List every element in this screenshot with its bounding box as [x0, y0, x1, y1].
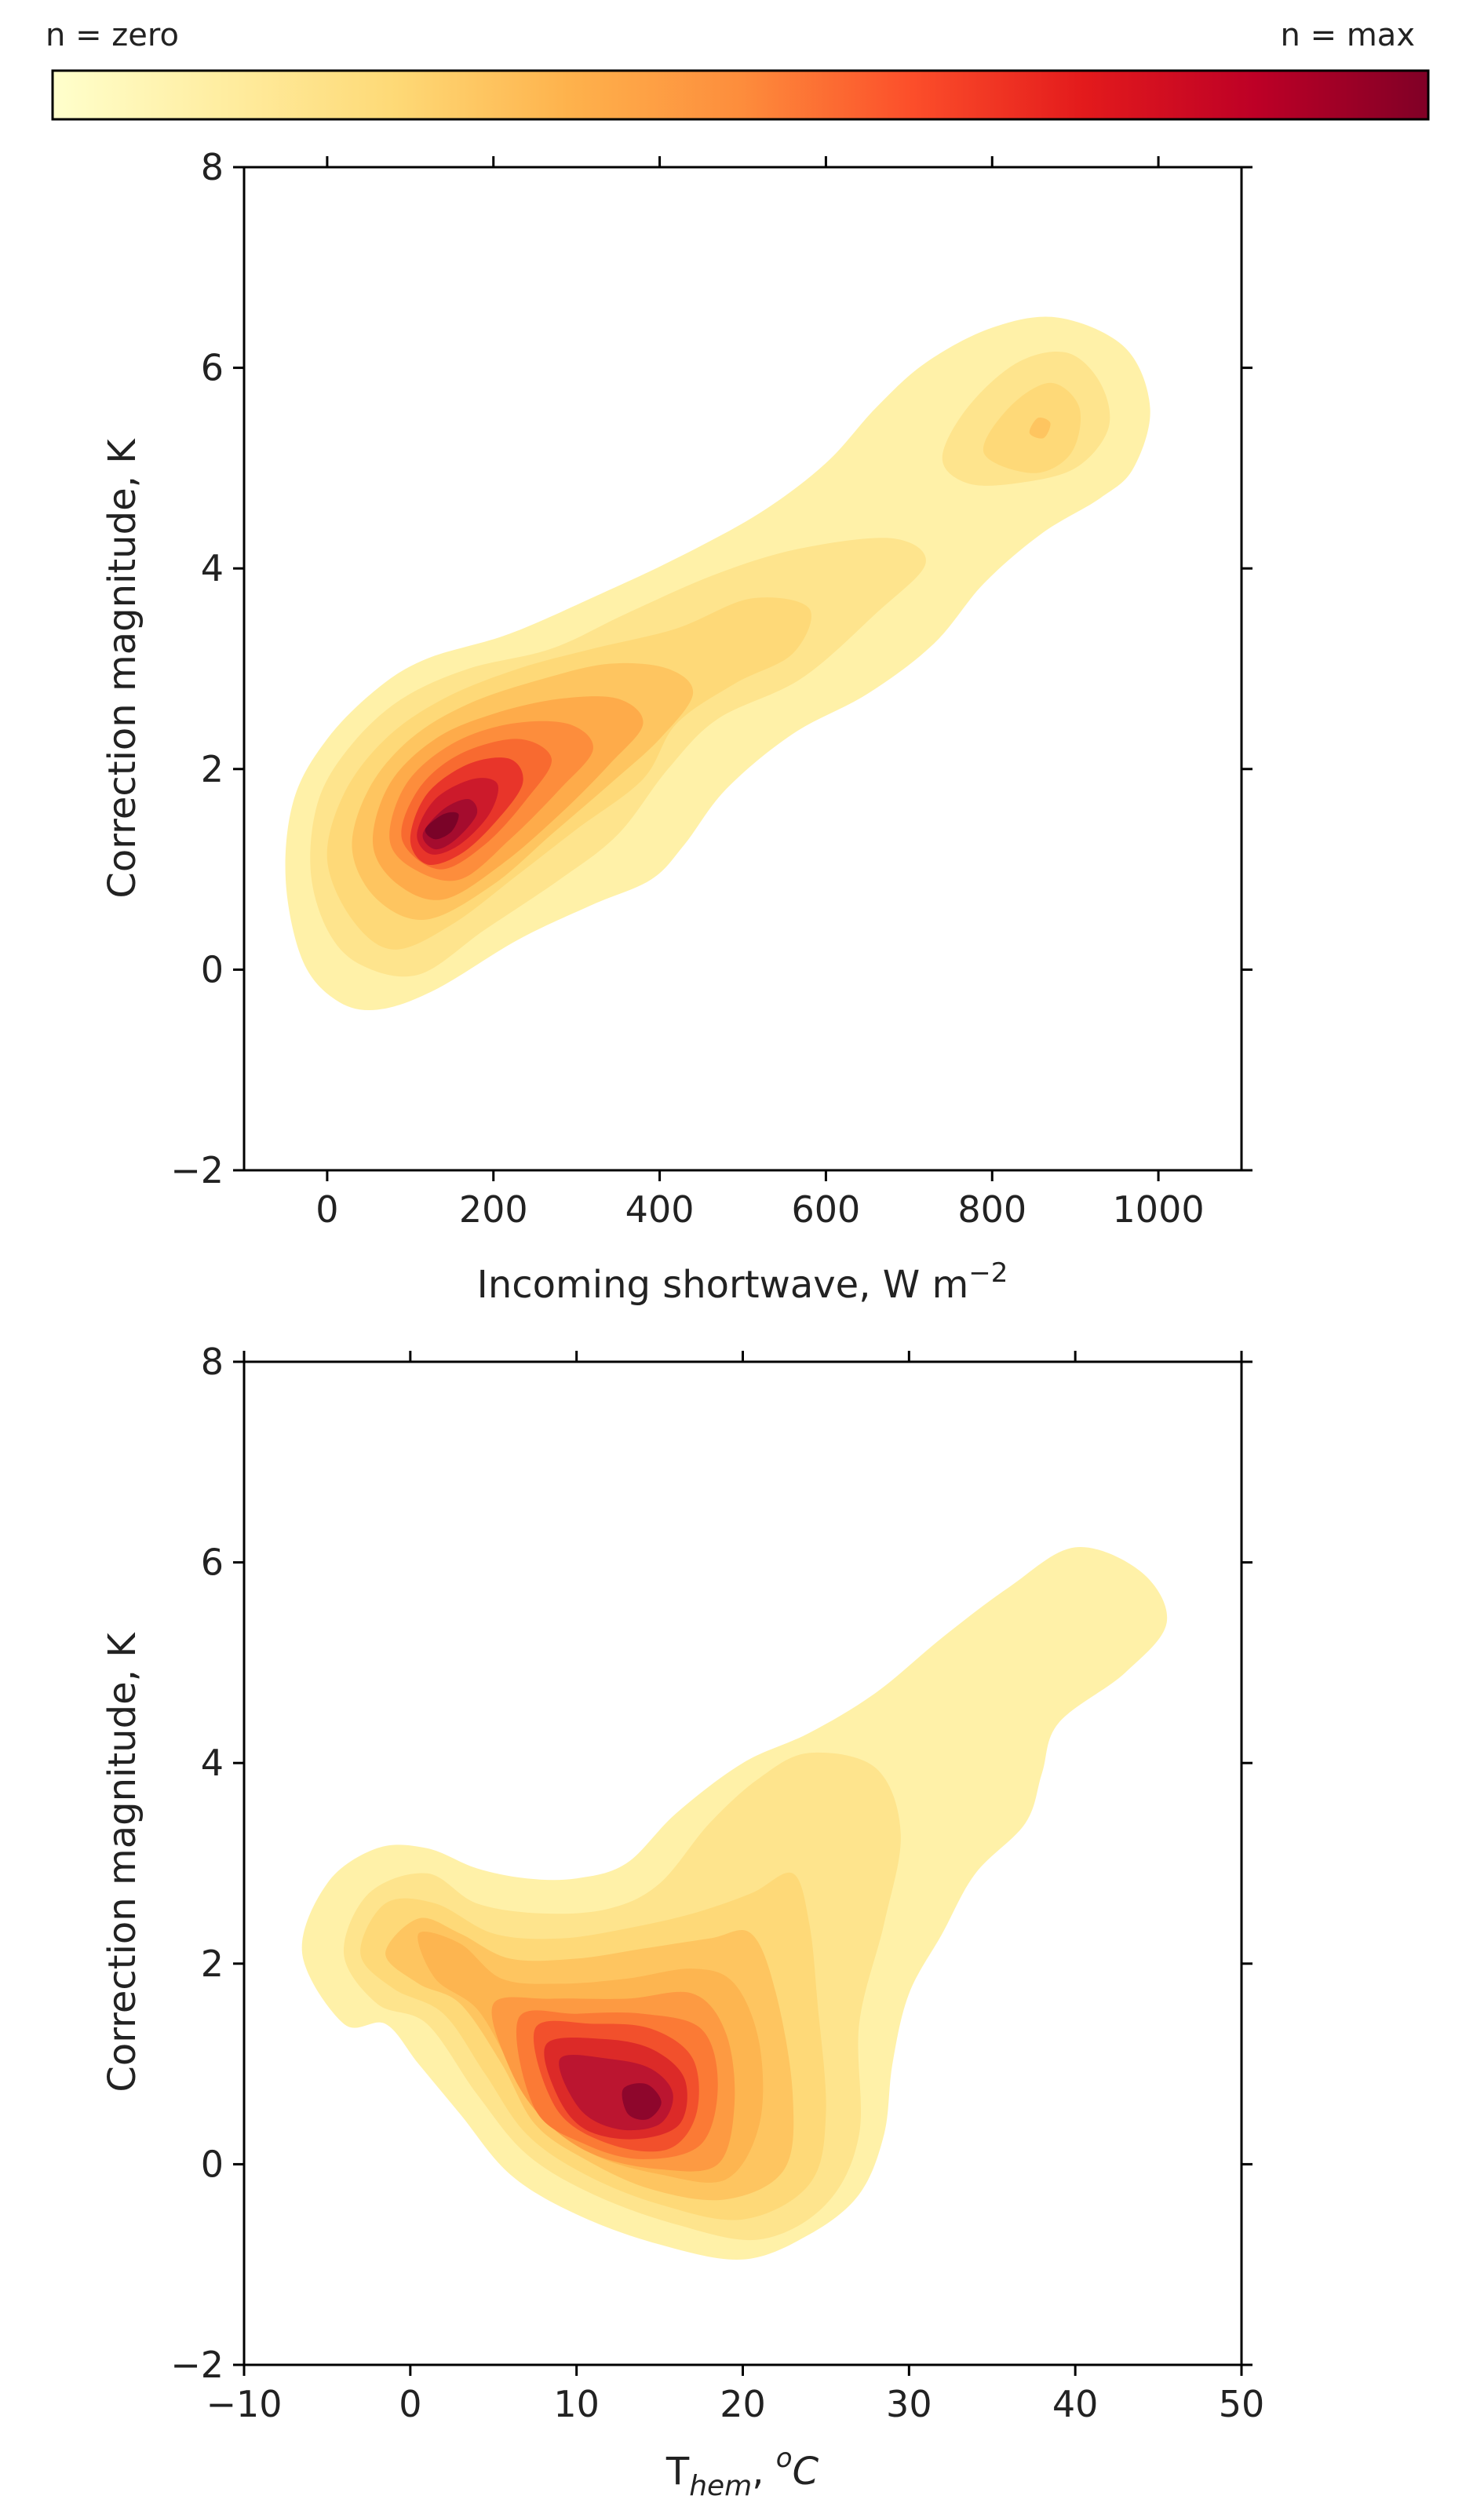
colorbar: n = zero n = max	[46, 17, 1430, 121]
shortwave-x-tick-label-3: 600	[792, 1188, 861, 1231]
temperature-y-tick-label-2: 2	[201, 1943, 224, 1985]
temperature-contours	[301, 1547, 1168, 2260]
temperature-x-axis-label-separator: ,	[752, 2450, 776, 2494]
temperature-x-tick-label-4: 30	[886, 2383, 932, 2425]
shortwave-y-tick-label-4: 6	[201, 347, 224, 389]
temperature-y-axis-label: Correction magnitude, K	[100, 1632, 144, 2093]
temperature-y-tick-label-3: 4	[201, 1742, 224, 1784]
temperature-y-tick-label-4: 6	[201, 1542, 224, 1584]
temperature-x-tick-label-2: 10	[553, 2383, 600, 2425]
shortwave-y-tick-label-5: 8	[201, 146, 224, 188]
temperature-y-tick-label-1: 0	[201, 2143, 224, 2185]
shortwave-density-chart: 0 200 400 600 800 1000 −2 0 2 4 6 8 Correction magn…	[100, 146, 1252, 1307]
shortwave-y-tick-label-3: 4	[201, 547, 224, 589]
shortwave-y-tick-label-2: 2	[201, 748, 224, 790]
temperature-y-tick-label-0: −2	[170, 2344, 224, 2386]
temperature-x-axis-label-subscript: hem	[689, 2470, 752, 2502]
shortwave-x-tick-label-0: 0	[315, 1188, 338, 1231]
temperature-x-tick-label-0: −10	[206, 2383, 282, 2425]
temperature-density-chart: −10 0 10 20 30 40 50 −2 0 2 4 6 8 Correction magnitu…	[100, 1341, 1264, 2502]
temperature-x-axis-label-unit: C	[793, 2450, 819, 2494]
temperature-x-tick-label-3: 20	[720, 2383, 766, 2425]
shortwave-density-level-11-region-13	[425, 812, 459, 840]
temperature-x-axis-label-degree: o	[776, 2443, 793, 2474]
temperature-y-tick-label-5: 8	[201, 1341, 224, 1383]
shortwave-y-axis-label: Correction magnitude, K	[100, 438, 144, 899]
colorbar-gradient-bar	[51, 69, 1430, 121]
shortwave-plot-frame	[242, 166, 1243, 1172]
shortwave-x-tick-label-4: 800	[957, 1188, 1026, 1231]
temperature-x-tick-label-6: 50	[1219, 2383, 1265, 2425]
shortwave-x-tick-label-5: 1000	[1113, 1188, 1205, 1231]
shortwave-density-level-4-region-6	[1029, 417, 1051, 439]
temperature-x-axis-label: Them, oC	[665, 2443, 819, 2502]
shortwave-x-axis-label-main: Incoming shortwave, W m	[477, 1263, 969, 1307]
shortwave-ticks: 0 200 400 600 800 1000 −2 0 2 4 6 8	[170, 146, 1252, 1231]
shortwave-x-axis-label-exponent: −2	[968, 1257, 1008, 1289]
temperature-density-level-11-region-10	[622, 2083, 662, 2120]
shortwave-y-tick-label-1: 0	[201, 948, 224, 991]
colorbar-min-label: n = zero	[46, 17, 179, 53]
temperature-x-tick-label-1: 0	[399, 2383, 421, 2425]
shortwave-x-tick-label-2: 400	[625, 1188, 695, 1231]
temperature-x-tick-label-5: 40	[1052, 2383, 1099, 2425]
shortwave-x-axis-label: Incoming shortwave, W m−2	[477, 1257, 1008, 1307]
shortwave-y-tick-label-0: −2	[170, 1149, 224, 1191]
colorbar-max-label: n = max	[1281, 17, 1415, 53]
temperature-x-axis-label-main: T	[665, 2450, 690, 2494]
shortwave-x-tick-label-1: 200	[459, 1188, 528, 1231]
shortwave-contours	[285, 316, 1150, 1011]
temperature-ticks: −10 0 10 20 30 40 50 −2 0 2 4 6 8	[170, 1341, 1264, 2425]
